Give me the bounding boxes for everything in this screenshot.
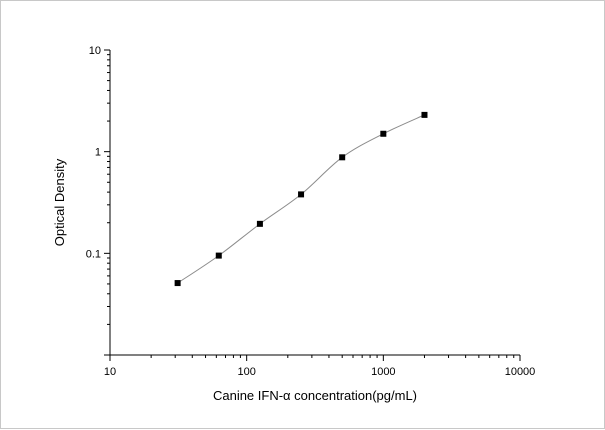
data-point <box>174 280 181 287</box>
x-axis-title: Canine IFN-α concentration(pg/mL) <box>213 388 417 403</box>
y-tick-label: 0.1 <box>86 248 101 260</box>
data-point <box>339 154 346 161</box>
axes <box>109 50 520 356</box>
x-tick-label: 10 <box>104 366 116 378</box>
x-tick-label: 1000 <box>371 366 395 378</box>
y-tick-label: 10 <box>89 45 101 57</box>
x-tick-label: 100 <box>237 366 255 378</box>
data-point <box>256 220 263 227</box>
y-axis-ticks: 0.1 1 10 <box>86 45 110 356</box>
data-point <box>380 130 387 137</box>
x-axis-ticks: 10 100 1000 10000 <box>104 355 535 378</box>
data-point <box>215 252 222 259</box>
data-point <box>298 191 305 198</box>
y-axis-title: Optical Density <box>52 158 67 246</box>
fit-curve <box>177 114 425 284</box>
data-point <box>421 111 428 118</box>
data-points <box>174 111 428 287</box>
x-tick-label: 10000 <box>505 366 536 378</box>
y-tick-label: 1 <box>95 147 101 159</box>
